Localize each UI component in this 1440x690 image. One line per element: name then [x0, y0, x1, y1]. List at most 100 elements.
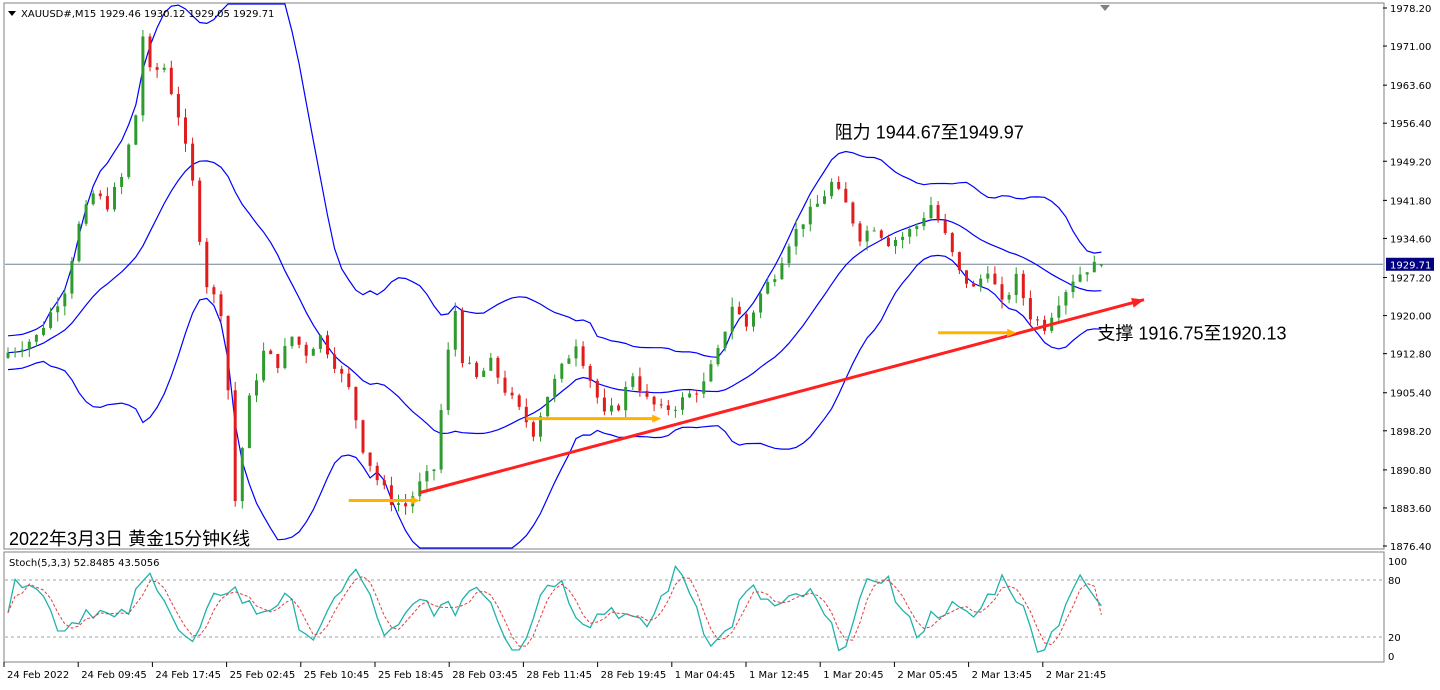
price-tick-label: 1898.20 [1390, 427, 1431, 438]
candle [666, 400, 670, 416]
candle-body [759, 293, 763, 313]
candle-body [468, 362, 471, 364]
price-axis: 1978.20 1971.00 1963.60 1956.40 1949.20 1941.… [1383, 4, 1431, 553]
candle-body [773, 279, 777, 282]
candle [247, 393, 251, 449]
candle [709, 359, 713, 383]
bollinger-lower-line [7, 254, 1102, 549]
candle [475, 361, 479, 379]
candle [219, 290, 223, 322]
candle-body [901, 236, 905, 240]
candle-body [752, 312, 755, 327]
candle [808, 198, 812, 232]
candle-body [943, 220, 947, 234]
candle [63, 289, 67, 316]
stoch-axis: 100 80 20 0 [1388, 557, 1407, 663]
candle-body [212, 287, 216, 295]
candle-body [113, 186, 116, 210]
stoch-tick-label: 20 [1388, 633, 1401, 644]
candle [943, 213, 947, 235]
candle-body [645, 390, 649, 397]
candle [1000, 276, 1004, 309]
price-tick-label: 1971.00 [1390, 42, 1431, 53]
price-tick-label: 1978.20 [1390, 4, 1431, 15]
candle-body [56, 306, 60, 313]
candle [567, 354, 571, 365]
candle-body [176, 94, 180, 118]
candle-body [709, 364, 713, 382]
candle [830, 178, 834, 200]
price-tick-label: 1905.40 [1390, 389, 1431, 400]
candle-body [737, 306, 741, 315]
candle [574, 339, 578, 367]
trendline-arrowhead [1131, 297, 1144, 308]
stoch-tick-label: 100 [1388, 557, 1407, 568]
candle [681, 392, 684, 415]
menu-triangle-icon[interactable] [8, 11, 16, 16]
time-tick-label: 25 Feb 10:45 [304, 670, 370, 681]
candle-body [553, 378, 557, 397]
stoch-plot [5, 564, 1383, 654]
candle [624, 381, 628, 420]
chart-shift-marker[interactable] [1100, 5, 1110, 11]
candle [255, 373, 258, 403]
candle-body [539, 416, 542, 437]
candle [652, 395, 656, 412]
candle-body [794, 229, 798, 247]
candle-body [269, 350, 273, 355]
candle-body [503, 377, 507, 393]
candle [986, 266, 990, 283]
candle [560, 362, 564, 383]
candle [318, 334, 322, 353]
candle [155, 63, 159, 78]
candle [134, 114, 138, 146]
candle-body [311, 348, 315, 356]
candle-body [808, 206, 812, 225]
candle [205, 238, 209, 294]
candle-body [638, 376, 642, 391]
price-tick-label: 1890.80 [1390, 466, 1431, 477]
candle [645, 384, 649, 400]
candle-body [915, 226, 919, 230]
candle-body [489, 357, 493, 371]
candle [517, 393, 521, 411]
candle-body [1021, 273, 1025, 299]
candle-body [1099, 264, 1103, 266]
candle-body [929, 205, 933, 219]
candle-body [815, 203, 819, 207]
candle [673, 406, 677, 418]
candle [49, 307, 53, 330]
main-panel-frame [3, 2, 1385, 550]
price-tick-label: 1941.80 [1390, 196, 1431, 207]
candle-body [993, 273, 997, 285]
candle [752, 310, 755, 332]
candle-body [155, 67, 159, 70]
candle-body [169, 67, 173, 95]
candle [446, 342, 450, 415]
candle [191, 137, 195, 186]
candle [432, 468, 436, 481]
candle-body [965, 270, 968, 284]
time-tick-label: 1 Mar 04:45 [675, 670, 735, 681]
candle-body [446, 349, 450, 411]
candle-body [283, 346, 287, 369]
candle-body [908, 229, 912, 237]
candle-body [517, 395, 521, 407]
candle-body [886, 237, 890, 247]
candle [631, 372, 635, 391]
candle [588, 363, 592, 388]
candle [425, 465, 429, 490]
candle [354, 386, 358, 429]
candle-body [1014, 273, 1018, 295]
candle [262, 342, 266, 383]
candle [908, 225, 912, 244]
candle [460, 307, 464, 368]
candle-body [610, 405, 613, 412]
candle-body [716, 348, 720, 365]
candle-body [631, 376, 635, 387]
time-tick-label: 28 Feb 11:45 [526, 670, 592, 681]
candle-body [695, 393, 699, 395]
candle [226, 315, 230, 400]
candle [283, 338, 287, 370]
candle [851, 201, 855, 227]
